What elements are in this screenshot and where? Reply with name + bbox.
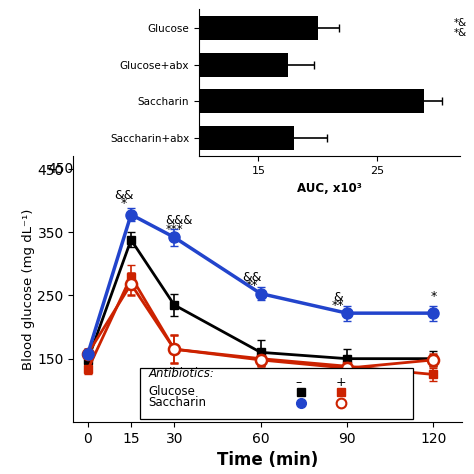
Bar [81, 16, 318, 40]
X-axis label: AUC, x10³: AUC, x10³ [297, 182, 362, 195]
Text: &: & [334, 292, 343, 304]
Bar [140, 368, 413, 419]
Text: &&: && [114, 189, 134, 202]
Text: **: ** [246, 279, 258, 292]
Bar [81, 90, 424, 113]
Text: *: * [430, 290, 437, 303]
Text: *&: *& [454, 18, 467, 28]
Text: *: * [121, 197, 127, 210]
Text: 450: 450 [47, 162, 73, 176]
Text: &&&: &&& [165, 214, 193, 227]
Text: &&: && [242, 271, 262, 284]
Text: Antibiotics:: Antibiotics: [148, 367, 214, 380]
Text: **: ** [332, 299, 345, 312]
Text: *&: *& [454, 28, 467, 38]
Text: Glucose: Glucose [148, 385, 195, 398]
Text: ***: *** [165, 223, 183, 236]
Text: +: + [336, 375, 346, 389]
X-axis label: Time (min): Time (min) [217, 451, 319, 469]
Text: –: – [295, 375, 301, 389]
Bar [81, 53, 288, 76]
Y-axis label: Blood glucose (mg dL⁻¹): Blood glucose (mg dL⁻¹) [22, 209, 35, 370]
Text: Saccharin: Saccharin [148, 396, 206, 410]
Bar [81, 126, 294, 150]
